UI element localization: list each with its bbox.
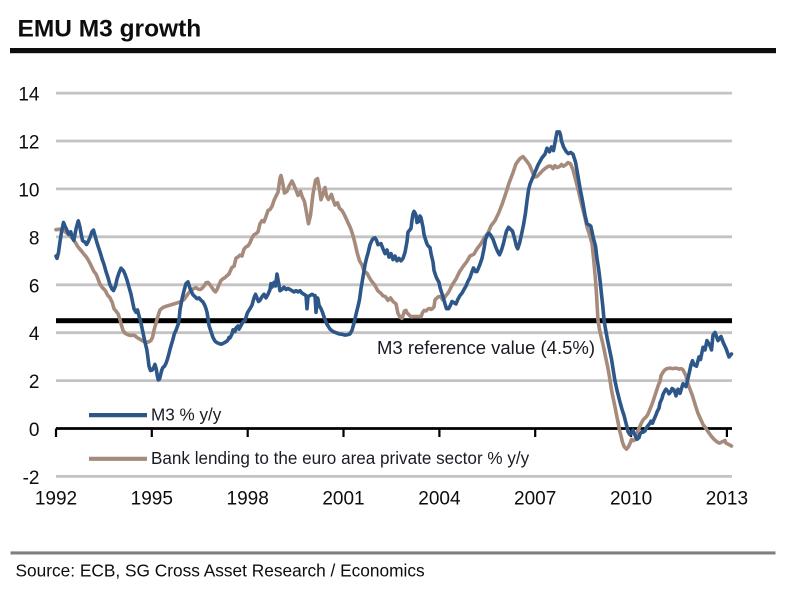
svg-text:10: 10 bbox=[18, 180, 39, 201]
svg-text:14: 14 bbox=[18, 85, 40, 106]
svg-text:1995: 1995 bbox=[131, 489, 173, 510]
svg-text:M3 reference value (4.5%): M3 reference value (4.5%) bbox=[377, 337, 595, 358]
svg-text:4: 4 bbox=[29, 324, 40, 345]
svg-text:6: 6 bbox=[29, 276, 40, 297]
svg-text:2001: 2001 bbox=[322, 489, 364, 510]
svg-text:M3 % y/y: M3 % y/y bbox=[151, 406, 222, 425]
svg-text:2007: 2007 bbox=[514, 489, 556, 510]
svg-text:8: 8 bbox=[29, 228, 40, 249]
svg-text:-2: -2 bbox=[23, 468, 40, 489]
svg-text:Source: ECB, SG Cross Asset Re: Source: ECB, SG Cross Asset Research / E… bbox=[16, 561, 425, 581]
svg-text:2: 2 bbox=[29, 372, 40, 393]
svg-text:1992: 1992 bbox=[35, 489, 77, 510]
svg-text:1998: 1998 bbox=[227, 489, 269, 510]
svg-text:0: 0 bbox=[29, 420, 40, 441]
svg-text:EMU M3 growth: EMU M3 growth bbox=[18, 16, 202, 43]
svg-text:Bank lending to the euro area: Bank lending to the euro area private se… bbox=[151, 449, 530, 468]
svg-text:2013: 2013 bbox=[706, 489, 748, 510]
svg-text:2004: 2004 bbox=[418, 489, 461, 510]
svg-text:2010: 2010 bbox=[610, 489, 652, 510]
svg-text:12: 12 bbox=[18, 133, 39, 154]
